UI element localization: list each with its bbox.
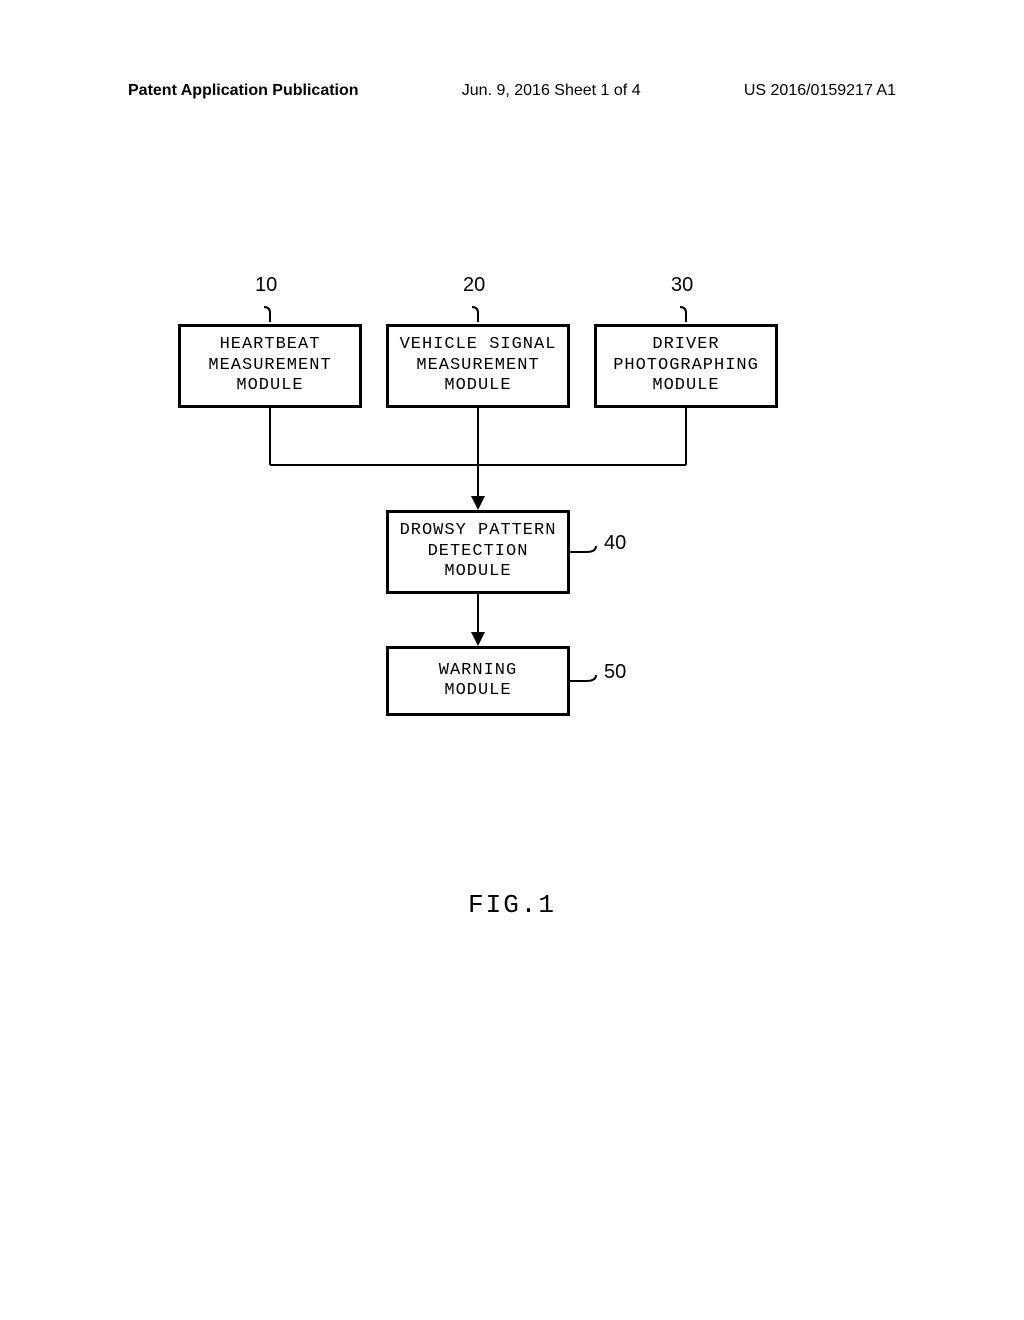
figure-caption: FIG.1 xyxy=(0,890,1024,920)
vehicle-label: VEHICLE SIGNAL MEASUREMENT MODULE xyxy=(400,335,557,396)
header-left-text: Patent Application Publication xyxy=(128,82,359,100)
driver-label: DRIVER PHOTOGRAPHING MODULE xyxy=(613,335,759,396)
ref-label-40: 40 xyxy=(604,532,626,555)
ref-label-10: 10 xyxy=(255,274,277,297)
ref-label-30: 30 xyxy=(671,274,693,297)
vehicle-box: VEHICLE SIGNAL MEASUREMENT MODULE xyxy=(386,324,570,408)
heartbeat-label: HEARTBEAT MEASUREMENT MODULE xyxy=(208,335,331,396)
drowsy-box: DROWSY PATTERN DETECTION MODULE xyxy=(386,510,570,594)
warning-label: WARNING MODULE xyxy=(439,661,517,702)
header-center-text: Jun. 9, 2016 Sheet 1 of 4 xyxy=(462,82,641,100)
header-right-text: US 2016/0159217 A1 xyxy=(744,82,896,100)
warning-box: WARNING MODULE xyxy=(386,646,570,716)
ref-label-20: 20 xyxy=(463,274,485,297)
drowsy-label: DROWSY PATTERN DETECTION MODULE xyxy=(400,521,557,582)
heartbeat-box: HEARTBEAT MEASUREMENT MODULE xyxy=(178,324,362,408)
ref-label-50: 50 xyxy=(604,661,626,684)
driver-box: DRIVER PHOTOGRAPHING MODULE xyxy=(594,324,778,408)
diagram: 10 20 30 HEARTBEAT MEASUREMENT MODULE VE… xyxy=(0,270,1024,970)
page-header: Patent Application Publication Jun. 9, 2… xyxy=(0,82,1024,100)
